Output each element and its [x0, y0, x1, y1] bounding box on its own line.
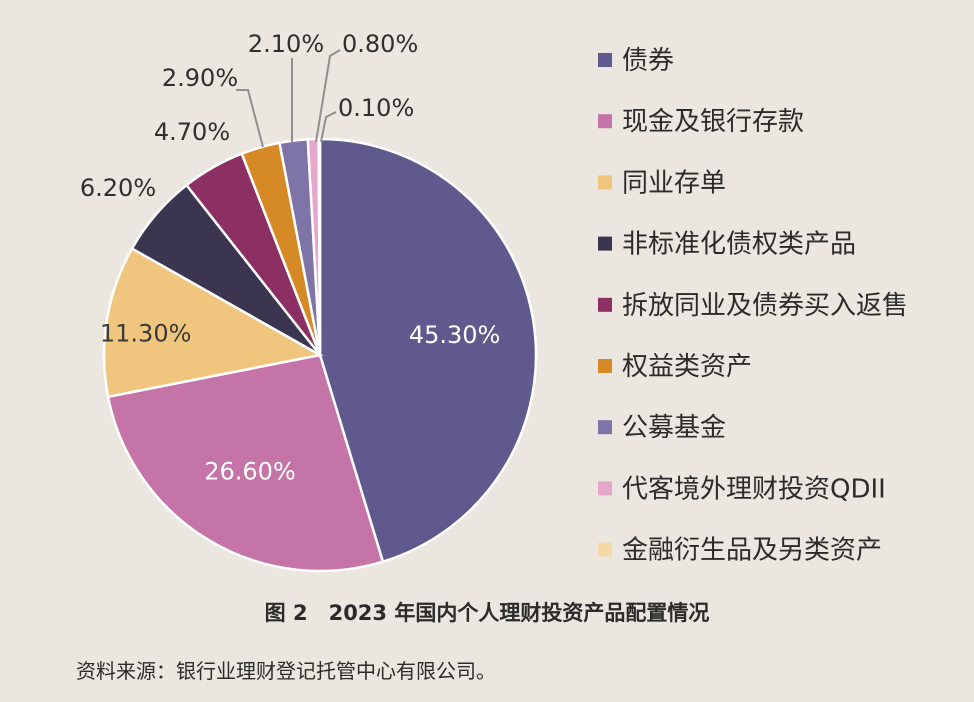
legend-item-6: 权益类资产 [598, 352, 752, 382]
pie-chart: 45.30% 26.60% 11.30% 6.20% 4.70% 2.90% 2.10% 0.… [80, 30, 908, 573]
legend-swatch-4 [598, 236, 612, 251]
slice-label-4: 6.20% [80, 174, 156, 202]
legend-item-5: 拆放同业及债券买入返售 [598, 291, 908, 321]
legend-item-4: 非标准化债权类产品 [598, 230, 856, 260]
leader-line-9 [320, 111, 337, 143]
legend-item-3: 同业存单 [598, 168, 726, 198]
slice-label-6: 2.90% [162, 64, 238, 92]
legend-label-3: 同业存单 [622, 168, 726, 198]
legend-item-9: 金融衍生品及另类资产 [598, 536, 882, 566]
figure-caption: 图 2 2023 年国内个人理财投资产品配置情况 [264, 601, 710, 625]
legend-label-5: 拆放同业及债券买入返售 [622, 291, 908, 321]
legend-label-2: 现金及银行存款 [622, 107, 804, 137]
legend-swatch-5 [598, 297, 612, 312]
legend-label-8: 代客境外理财投资QDII [622, 474, 886, 504]
pie-slice-1 [318, 137, 538, 564]
slice-label-5: 4.70% [154, 118, 230, 146]
legend-label-6: 权益类资产 [622, 352, 752, 382]
legend-swatch-3 [598, 175, 612, 190]
legend-swatch-6 [598, 359, 612, 373]
legend-label-1: 债券 [622, 46, 674, 76]
pie-slice-3 [102, 246, 324, 399]
legend-label-4: 非标准化债权类产品 [622, 230, 856, 260]
pie-slice-9 [317, 137, 322, 356]
leader-line-6 [236, 89, 264, 148]
slice-label-1: 45.30% [409, 321, 501, 349]
legend-swatch-1 [598, 53, 612, 67]
slice-label-8: 0.80% [342, 30, 418, 58]
legend-item-2: 现金及银行存款 [598, 107, 804, 137]
pie-slice-2 [106, 353, 385, 573]
legend-label-9: 金融衍生品及另类资产 [622, 536, 882, 566]
slice-label-2: 26.60% [204, 458, 296, 486]
legend-label-7: 公募基金 [622, 413, 726, 443]
slice-label-3: 11.30% [100, 319, 192, 347]
source-note: 资料来源：银行业理财登记托管中心有限公司。 [76, 659, 496, 683]
legend-swatch-2 [598, 114, 612, 129]
legend-item-1: 债券 [598, 46, 674, 76]
legend-item-7: 公募基金 [598, 413, 726, 443]
leader-line-8 [315, 49, 341, 143]
legend-swatch-8 [598, 481, 612, 496]
legend-swatch-7 [598, 420, 612, 435]
slice-label-7: 2.10% [248, 30, 324, 58]
legend-swatch-9 [598, 542, 612, 557]
slice-label-9: 0.10% [338, 94, 414, 122]
legend-item-8: 代客境外理财投资QDII [598, 474, 886, 504]
